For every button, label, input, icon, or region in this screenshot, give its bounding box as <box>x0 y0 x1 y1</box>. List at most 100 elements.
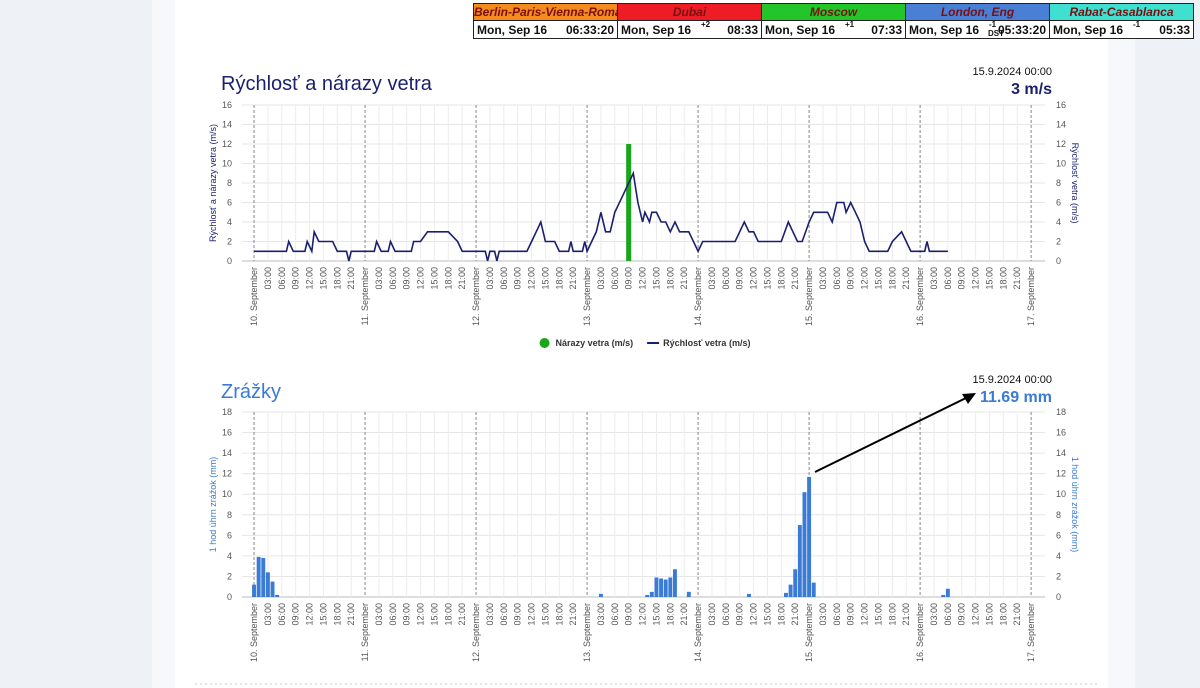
x-tick-label: 18:00 <box>332 267 342 290</box>
annotation-arrow <box>814 396 969 473</box>
bar <box>270 581 275 597</box>
y-tick-label: 14 <box>222 448 232 458</box>
y2-tick-label: 0 <box>1056 256 1061 266</box>
x-tick-label: 03:00 <box>707 267 717 290</box>
x-tick-label: 09:00 <box>513 267 523 290</box>
x-tick-label: 15:00 <box>762 603 772 626</box>
bar <box>945 588 950 597</box>
x-tick-label: 21:00 <box>457 603 467 626</box>
clock-offset: +1 <box>845 20 855 29</box>
clock-time: 07:33 <box>871 23 902 37</box>
x-tick-label: 03:00 <box>596 603 606 626</box>
y-tick-label: 14 <box>222 120 232 130</box>
x-tick-label: 17. September <box>1026 267 1036 326</box>
x-tick-label: 12:00 <box>860 603 870 626</box>
bar <box>788 584 793 597</box>
x-tick-label: 12:00 <box>971 267 981 290</box>
clock-name: Dubai <box>618 4 761 21</box>
timestamp: 15.9.2024 00:00 <box>972 374 1052 386</box>
bar <box>663 579 668 597</box>
x-tick-label: 15:00 <box>429 267 439 290</box>
x-tick-label: 09:00 <box>624 267 634 290</box>
x-tick-label: 03:00 <box>485 267 495 290</box>
x-tick-label: 12:00 <box>749 603 759 626</box>
x-tick-label: 21:00 <box>1012 603 1022 626</box>
x-tick-label: 15. September <box>804 267 814 326</box>
y-tick-label: 4 <box>227 217 232 227</box>
x-tick-label: 18:00 <box>554 603 564 626</box>
x-tick-label: 06:00 <box>388 267 398 290</box>
legend-label: Rýchlosť vetra (m/s) <box>663 338 750 348</box>
x-tick-label: 15:00 <box>873 267 883 290</box>
x-tick-label: 09:00 <box>624 603 634 626</box>
y-tick-label: 6 <box>227 198 232 208</box>
legend-label: Nárazy vetra (m/s) <box>556 338 634 348</box>
y2-axis-title: Rýchlosť vetra (m/s) <box>1070 143 1080 224</box>
x-tick-label: 03:00 <box>485 603 495 626</box>
clock: Berlin-Paris-Vienna-Roma Mon, Sep 16 06:33… <box>473 3 618 39</box>
x-tick-label: 12:00 <box>638 603 648 626</box>
y-tick-label: 10 <box>222 159 232 169</box>
x-tick-label: 15:00 <box>984 603 994 626</box>
y2-tick-label: 14 <box>1056 120 1066 130</box>
clock: Moscow Mon, Sep 16 +1 07:33 <box>761 3 906 39</box>
current-value: 11.69 mm <box>980 389 1052 406</box>
x-tick-label: 12:00 <box>305 603 315 626</box>
x-tick-label: 18:00 <box>443 267 453 290</box>
y2-tick-label: 14 <box>1056 448 1066 458</box>
chart-title: Zrážky <box>221 381 281 403</box>
x-tick-label: 21:00 <box>1012 267 1022 290</box>
y-tick-label: 2 <box>227 237 232 247</box>
x-tick-label: 18:00 <box>776 267 786 290</box>
clock-name: Moscow <box>762 4 905 21</box>
x-tick-label: 12:00 <box>638 267 648 290</box>
x-tick-label: 03:00 <box>263 603 273 626</box>
y2-tick-label: 16 <box>1056 428 1066 438</box>
x-tick-label: 09:00 <box>846 603 856 626</box>
y-axis-title: Rýchlosť a nárazy vetra (m/s) <box>208 124 218 242</box>
x-tick-label: 06:00 <box>721 267 731 290</box>
x-tick-label: 03:00 <box>707 603 717 626</box>
x-tick-label: 18:00 <box>887 603 897 626</box>
y-tick-label: 6 <box>227 530 232 540</box>
y-tick-label: 16 <box>222 428 232 438</box>
clock-row: Mon, Sep 16 +1 07:33 <box>762 20 905 38</box>
x-tick-label: 15:00 <box>651 267 661 290</box>
x-tick-label: 09:00 <box>735 603 745 626</box>
bar <box>252 584 256 597</box>
x-tick-label: 15:00 <box>873 603 883 626</box>
clock-date: Mon, Sep 16 <box>1053 23 1124 37</box>
y-tick-label: 2 <box>227 571 232 581</box>
x-tick-label: 06:00 <box>277 267 287 290</box>
x-tick-label: 09:00 <box>291 603 301 626</box>
y-tick-label: 16 <box>222 100 232 110</box>
y2-tick-label: 10 <box>1056 489 1066 499</box>
clock-date: Mon, Sep 16 <box>621 23 692 37</box>
x-tick-label: 10. September <box>249 267 259 326</box>
x-tick-label: 15:00 <box>984 267 994 290</box>
x-tick-label: 21:00 <box>568 603 578 626</box>
bar <box>793 569 798 597</box>
x-tick-label: 06:00 <box>610 603 620 626</box>
clock-date: Mon, Sep 16 <box>765 23 836 37</box>
x-tick-label: 09:00 <box>402 603 412 626</box>
y-tick-label: 0 <box>227 256 232 266</box>
x-tick-label: 12:00 <box>305 267 315 290</box>
x-tick-label: 15:00 <box>540 603 550 626</box>
x-tick-label: 06:00 <box>610 267 620 290</box>
y2-tick-label: 16 <box>1056 100 1066 110</box>
x-tick-label: 15:00 <box>651 603 661 626</box>
clock-date: Mon, Sep 16 <box>909 23 980 37</box>
bar <box>941 594 946 597</box>
x-tick-label: 09:00 <box>291 267 301 290</box>
x-tick-label: 12:00 <box>527 267 537 290</box>
x-tick-label: 06:00 <box>721 603 731 626</box>
x-tick-label: 06:00 <box>277 603 287 626</box>
x-tick-label: 18:00 <box>665 267 675 290</box>
y-tick-label: 12 <box>222 469 232 479</box>
x-tick-label: 06:00 <box>499 267 509 290</box>
bar <box>797 525 802 597</box>
x-tick-label: 21:00 <box>679 603 689 626</box>
content-card <box>175 0 1108 688</box>
